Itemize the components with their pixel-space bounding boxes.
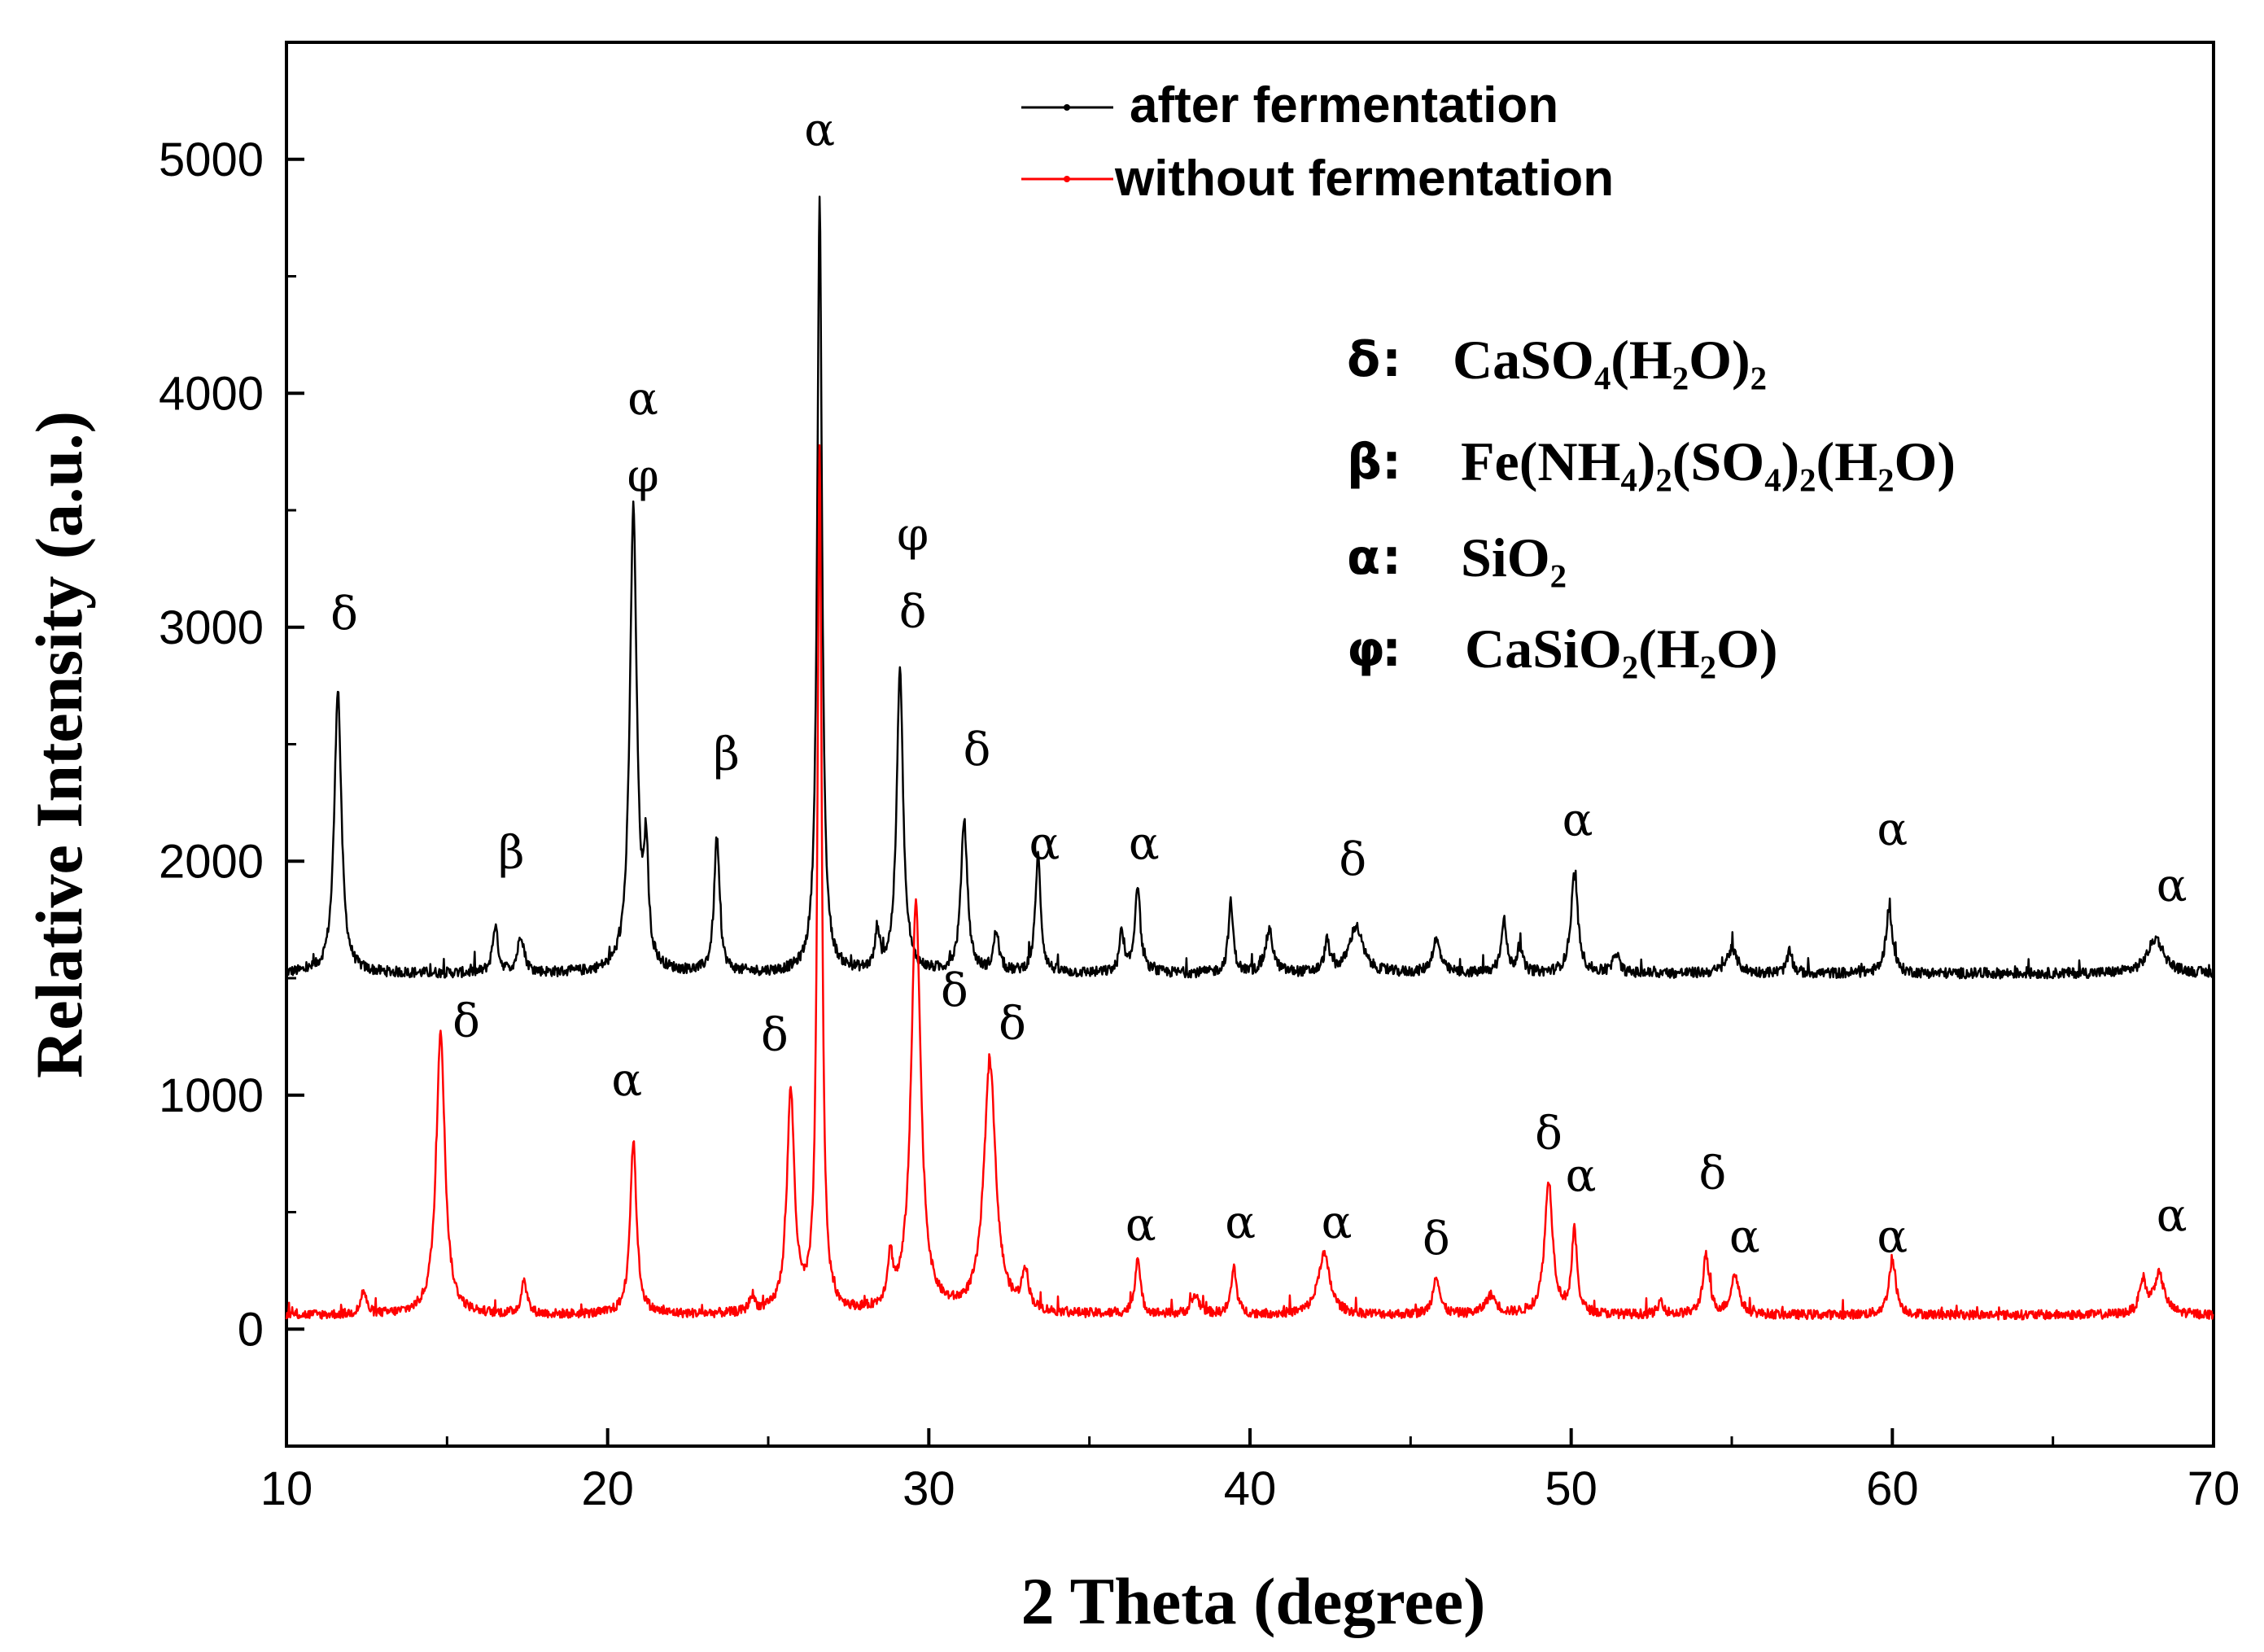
phase-separator: : bbox=[1382, 529, 1401, 586]
y-tick-label: 3000 bbox=[159, 601, 264, 654]
y-tick-label: 1000 bbox=[159, 1069, 264, 1122]
x-tick-label: 10 bbox=[260, 1462, 313, 1515]
peak-label: α bbox=[2157, 1190, 2188, 1243]
peak-label: β bbox=[498, 827, 524, 880]
peak-label: δ bbox=[1698, 1147, 1726, 1200]
y-tick-label: 4000 bbox=[159, 367, 264, 420]
peak-label: α bbox=[2157, 859, 2188, 912]
peak-label: φ bbox=[897, 509, 929, 562]
phase-separator: : bbox=[1382, 621, 1401, 678]
legend-marker-without bbox=[1064, 176, 1070, 182]
x-tick-label: 60 bbox=[1866, 1462, 1919, 1515]
legend-marker-after bbox=[1064, 104, 1070, 111]
peak-label: α bbox=[1129, 817, 1160, 870]
y-tick-label: 0 bbox=[238, 1303, 264, 1356]
phase-symbol: φ bbox=[1347, 621, 1385, 678]
phase-formula: CaSO₄(H₂O)₂ bbox=[1453, 329, 1767, 391]
peak-label: δ bbox=[452, 995, 480, 1048]
x-tick-label: 50 bbox=[1545, 1462, 1597, 1515]
phase-row-beta: β : Fe(NH₄)₂(SO₄)₂(H₂O) bbox=[1347, 430, 1956, 492]
peak-label: α bbox=[804, 104, 835, 157]
peak-label: α bbox=[1563, 794, 1593, 847]
phase-row-delta: δ : CaSO₄(H₂O)₂ bbox=[1347, 329, 1767, 391]
x-tick-label: 20 bbox=[581, 1462, 634, 1515]
peak-label: δ bbox=[1339, 834, 1366, 887]
series-layer bbox=[285, 195, 2215, 1321]
peak-label: α bbox=[1029, 817, 1060, 870]
legend-label-without: without fermentation bbox=[1114, 151, 1614, 207]
y-tick-label: 2000 bbox=[159, 835, 264, 888]
peak-label: φ bbox=[627, 450, 658, 503]
peak-label: α bbox=[611, 1054, 642, 1107]
y-tick-label: 5000 bbox=[159, 133, 264, 186]
peak-label: δ bbox=[761, 1009, 789, 1062]
peak-label: δ bbox=[330, 588, 358, 641]
peak-label: β bbox=[714, 728, 740, 781]
peak-label: α bbox=[1225, 1196, 1256, 1249]
peak-label: α bbox=[1729, 1210, 1760, 1263]
x-tick-label: 30 bbox=[903, 1462, 955, 1515]
phase-row-alpha: α : SiO₂ bbox=[1347, 527, 1567, 588]
phase-formula: CaSiO₂(H₂O) bbox=[1465, 618, 1778, 680]
axis-ticks: 10 20 30 40 50 60 70 0 1000 2000 3000 4000 5000 bbox=[159, 41, 2240, 1515]
peak-label: α bbox=[1877, 1210, 1908, 1263]
legend-item-after: after fermentation bbox=[1021, 77, 1558, 133]
x-axis-title: 2 Theta (degree) bbox=[1021, 1564, 1486, 1638]
x-tick-label: 70 bbox=[2188, 1462, 2240, 1515]
peak-label: δ bbox=[899, 586, 927, 639]
peak-label: δ bbox=[964, 723, 991, 776]
phase-row-phi: φ : CaSiO₂(H₂O) bbox=[1347, 618, 1778, 680]
phase-symbol: β bbox=[1347, 434, 1382, 491]
phase-key: δ : CaSO₄(H₂O)₂ β : Fe(NH₄)₂(SO₄)₂(H₂O) … bbox=[1347, 329, 1956, 680]
y-axis-title: Relative Intensity (a.u.) bbox=[22, 411, 96, 1078]
peak-label: δ bbox=[941, 965, 968, 1018]
series-without-fermentation bbox=[285, 444, 2214, 1321]
phase-symbol: δ bbox=[1347, 331, 1380, 388]
peak-label: α bbox=[1322, 1196, 1353, 1249]
peak-label: α bbox=[1877, 803, 1908, 856]
peak-label: α bbox=[627, 373, 658, 426]
peak-label: α bbox=[1566, 1150, 1597, 1203]
phase-symbol: α bbox=[1347, 529, 1380, 586]
peak-label: δ bbox=[999, 998, 1026, 1051]
phase-separator: : bbox=[1382, 331, 1401, 388]
phase-separator: : bbox=[1382, 434, 1401, 491]
phase-formula: Fe(NH₄)₂(SO₄)₂(H₂O) bbox=[1461, 430, 1956, 492]
legend-label-after: after fermentation bbox=[1130, 77, 1558, 133]
phase-formula: SiO₂ bbox=[1461, 527, 1567, 588]
legend-item-without: without fermentation bbox=[1021, 151, 1614, 207]
peak-label: α bbox=[1125, 1199, 1156, 1252]
x-tick-label: 40 bbox=[1224, 1462, 1277, 1515]
legend: after fermentation without fermentation bbox=[1021, 77, 1614, 207]
series-after-fermentation bbox=[286, 195, 2215, 980]
peak-label: δ bbox=[1423, 1213, 1450, 1265]
peak-label: δ bbox=[1535, 1108, 1563, 1160]
